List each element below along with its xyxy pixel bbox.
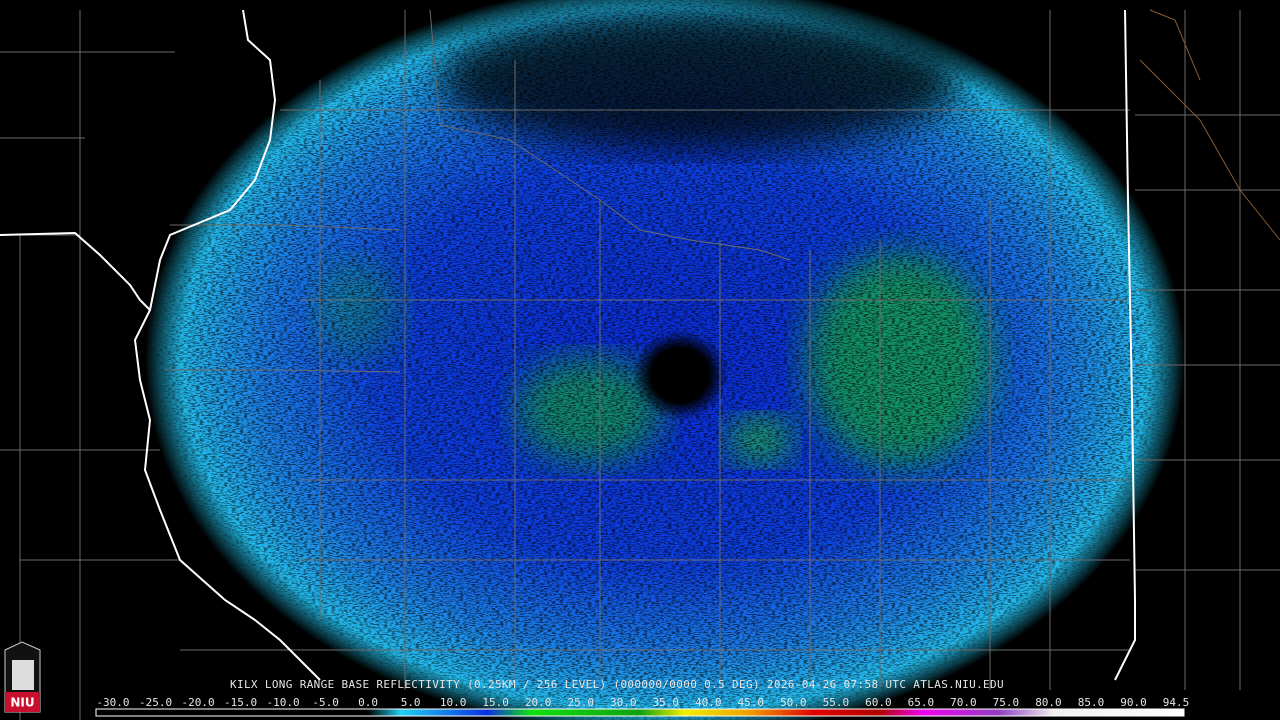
logo: NIU — [4, 641, 41, 713]
scale-label: 70.0 — [950, 696, 977, 709]
scale-label: -20.0 — [181, 696, 214, 709]
scale-label: 30.0 — [610, 696, 637, 709]
scale-label: -25.0 — [139, 696, 172, 709]
scale-label: 60.0 — [865, 696, 892, 709]
scale-label: 40.0 — [695, 696, 722, 709]
county-lines — [0, 9, 1280, 720]
scale-label: -5.0 — [312, 696, 339, 709]
scale-label: -10.0 — [267, 696, 300, 709]
scale-label: 5.0 — [401, 696, 421, 709]
scale-label: 75.0 — [993, 696, 1020, 709]
scale-label: 80.0 — [1035, 696, 1062, 709]
scale-label: 90.0 — [1120, 696, 1147, 709]
state-borders — [0, 9, 1136, 681]
scale-label: 65.0 — [908, 696, 935, 709]
scale-label: 85.0 — [1078, 696, 1105, 709]
scale-label: 50.0 — [780, 696, 807, 709]
scale-label: 20.0 — [525, 696, 552, 709]
scale-labels: -30.0 -25.0 -20.0 -15.0 -10.0 -5.0 0.0 5.0 10.0 1… — [96, 696, 1189, 709]
scale-label: 10.0 — [440, 696, 467, 709]
scale-label: 45.0 — [738, 696, 765, 709]
scale-label: 94.5 — [1163, 696, 1190, 709]
logo-text: NIU — [10, 696, 34, 710]
scale-label: -15.0 — [224, 696, 257, 709]
product-header: KILX LONG RANGE BASE REFLECTIVITY (0.25K… — [230, 678, 1004, 691]
color-scale — [95, 708, 1185, 717]
scale-label: 55.0 — [823, 696, 850, 709]
scale-label: 15.0 — [482, 696, 509, 709]
scale-label: 35.0 — [653, 696, 680, 709]
scale-label: 25.0 — [567, 696, 594, 709]
scale-label: 0.0 — [358, 696, 378, 709]
scale-label: -30.0 — [96, 696, 129, 709]
